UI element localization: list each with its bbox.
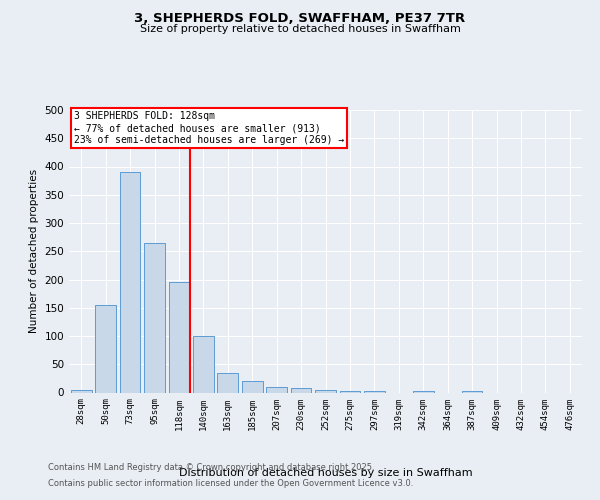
Bar <box>413 391 434 392</box>
Bar <box>144 243 165 392</box>
Bar <box>266 387 287 392</box>
Bar <box>119 172 140 392</box>
Bar <box>71 390 92 392</box>
Bar <box>290 388 311 392</box>
Bar <box>169 282 190 393</box>
Bar <box>217 372 238 392</box>
Text: 3, SHEPHERDS FOLD, SWAFFHAM, PE37 7TR: 3, SHEPHERDS FOLD, SWAFFHAM, PE37 7TR <box>134 12 466 26</box>
Bar <box>193 336 214 392</box>
Bar <box>461 391 482 392</box>
Text: 3 SHEPHERDS FOLD: 128sqm
← 77% of detached houses are smaller (913)
23% of semi-: 3 SHEPHERDS FOLD: 128sqm ← 77% of detach… <box>74 112 344 144</box>
Bar <box>315 390 336 392</box>
Text: Size of property relative to detached houses in Swaffham: Size of property relative to detached ho… <box>140 24 460 34</box>
Bar <box>95 305 116 392</box>
Text: Contains public sector information licensed under the Open Government Licence v3: Contains public sector information licen… <box>48 478 413 488</box>
X-axis label: Distribution of detached houses by size in Swaffham: Distribution of detached houses by size … <box>179 468 472 478</box>
Y-axis label: Number of detached properties: Number of detached properties <box>29 169 39 334</box>
Text: Contains HM Land Registry data © Crown copyright and database right 2025.: Contains HM Land Registry data © Crown c… <box>48 464 374 472</box>
Bar <box>242 381 263 392</box>
